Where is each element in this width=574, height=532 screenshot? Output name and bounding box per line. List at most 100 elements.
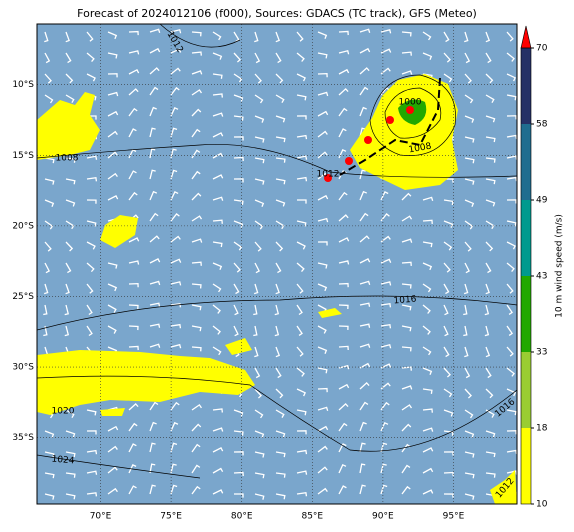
lat-label: 25°S — [12, 292, 34, 302]
wind-barb — [212, 467, 224, 474]
wind-barb — [359, 421, 367, 432]
wind-barb — [464, 241, 472, 252]
wind-barb — [254, 472, 265, 479]
lon-label: 90°E — [372, 512, 394, 522]
wind-barb — [149, 190, 158, 201]
wind-barb — [443, 471, 454, 477]
wind-barb — [191, 283, 202, 289]
wind-barb — [296, 325, 303, 337]
wind-barb — [380, 86, 390, 96]
wind-barb — [170, 258, 182, 264]
wind-barb — [338, 304, 349, 310]
wind-barb — [401, 325, 412, 332]
wind-barb — [191, 325, 202, 332]
lon-label: 85°E — [301, 512, 323, 522]
wind-barb — [485, 409, 495, 418]
wind-barb — [463, 325, 468, 337]
wind-barb — [401, 366, 412, 371]
wind-barb — [65, 178, 76, 185]
wind-barb — [86, 283, 94, 294]
wind-barb — [191, 238, 203, 243]
wind-barb — [485, 241, 494, 252]
wind-barb — [191, 464, 201, 474]
lon-label: 75°E — [160, 512, 182, 522]
map-frame — [36, 23, 518, 505]
lat-label: 10°S — [12, 80, 34, 90]
wind-barb — [296, 388, 307, 397]
wind-barb — [65, 472, 76, 478]
isobar-label: 1000 — [399, 98, 422, 108]
wind-barb — [401, 346, 412, 352]
wind-barb — [128, 325, 139, 331]
wind-barb — [506, 325, 514, 336]
wind-barb — [254, 199, 265, 208]
wind-barb — [128, 282, 139, 288]
graticule — [37, 24, 517, 504]
colorbar-segment — [521, 200, 531, 276]
wind-barb — [296, 283, 304, 294]
lon-label: 70°E — [90, 512, 112, 522]
wind-barb — [86, 492, 98, 497]
wind-barb — [317, 110, 329, 117]
wind-barb — [170, 106, 179, 117]
wind-barb — [506, 115, 517, 120]
wind-barb — [506, 304, 513, 315]
wind-barb — [485, 367, 492, 379]
wind-barb — [317, 445, 328, 453]
wind-barb — [380, 213, 390, 222]
wind-barb — [380, 421, 389, 432]
wind-barb — [149, 212, 159, 222]
isobar-label: 1012 — [317, 170, 340, 180]
wind-barb — [65, 430, 76, 438]
wind-barb — [380, 29, 392, 34]
wind-barb — [191, 31, 202, 37]
wind-barb — [296, 262, 305, 273]
wind-barb — [44, 241, 52, 252]
wind-barb — [86, 325, 93, 337]
wind-barb — [401, 485, 411, 495]
wind-barb — [275, 472, 286, 478]
wind-barb — [338, 30, 349, 36]
wind-barb — [128, 88, 139, 96]
wind-barb — [128, 68, 140, 75]
wind-barb — [128, 260, 140, 265]
wind-barb — [485, 199, 496, 207]
wind-barb — [128, 422, 138, 432]
wind-barb — [296, 52, 305, 62]
wind-barb — [296, 199, 307, 204]
wind-barb — [422, 447, 434, 453]
wind-barb — [65, 199, 76, 207]
wind-barb — [401, 31, 412, 37]
wind-barb — [149, 169, 156, 180]
wind-barb — [107, 31, 118, 40]
wind-barb — [275, 451, 286, 458]
wind-barb — [128, 50, 140, 55]
wind-barb — [254, 73, 262, 84]
wind-barb — [338, 485, 347, 495]
wind-barb — [401, 443, 411, 453]
wind-barb — [464, 31, 469, 43]
wind-barb — [128, 237, 140, 243]
wind-barb — [212, 73, 223, 79]
wind-barb — [485, 346, 491, 358]
wind-barb — [359, 190, 368, 201]
wind-barb — [275, 94, 285, 104]
wind-barb — [359, 235, 370, 243]
wind-barb — [128, 30, 139, 36]
wind-barb — [128, 170, 137, 180]
wind-barb — [359, 169, 366, 180]
wind-barb — [506, 430, 517, 435]
isobar-label: 1008 — [408, 142, 433, 156]
isobars — [37, 24, 517, 479]
wind-barb — [275, 346, 281, 358]
wind-barb — [506, 283, 514, 294]
wind-barb — [359, 362, 371, 369]
wind-barb — [212, 346, 222, 356]
wind-barb — [296, 73, 306, 82]
wind-barb — [296, 241, 306, 250]
wind-barb — [212, 283, 222, 293]
wind-barb — [86, 177, 98, 182]
wind-barb — [65, 157, 76, 163]
wind-barb — [464, 409, 474, 419]
wind-barb — [254, 451, 265, 458]
